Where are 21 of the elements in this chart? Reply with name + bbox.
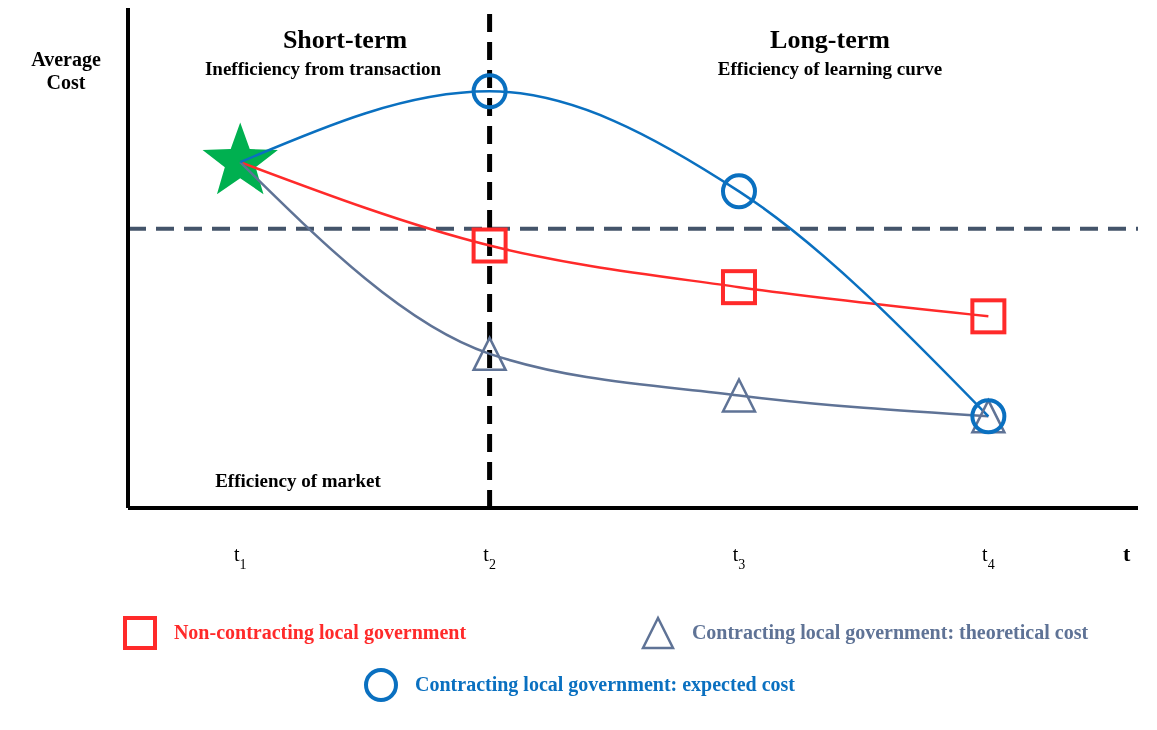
point — [720, 269, 757, 306]
x-tick-label: t$_{4}$ — [982, 543, 995, 572]
x-tick-label: t$_{2}$ — [483, 543, 496, 572]
x-axis-title: t — [1123, 541, 1131, 567]
annotation: Efficiency of market — [214, 470, 382, 493]
point — [471, 227, 508, 264]
point — [471, 73, 508, 110]
legend-label: Contracting local government: theoretical cost — [691, 620, 1089, 644]
legend-label: Non-contracting local government — [173, 620, 467, 644]
text: Inefficiency from transaction — [203, 58, 442, 81]
point — [720, 173, 757, 210]
y-axis-title: Average Cost — [30, 48, 102, 94]
x-tick-label: t$_{1}$ — [233, 543, 247, 572]
text: Long-term — [769, 24, 891, 56]
x-tick-label: t$_{3}$ — [732, 543, 746, 572]
text: Short-term — [281, 24, 409, 56]
legend-label: Contracting local government: expected cost — [415, 672, 795, 696]
point — [721, 378, 757, 413]
point — [472, 336, 507, 372]
point — [970, 298, 1007, 335]
text: Efficiency of learning curve — [716, 58, 944, 81]
